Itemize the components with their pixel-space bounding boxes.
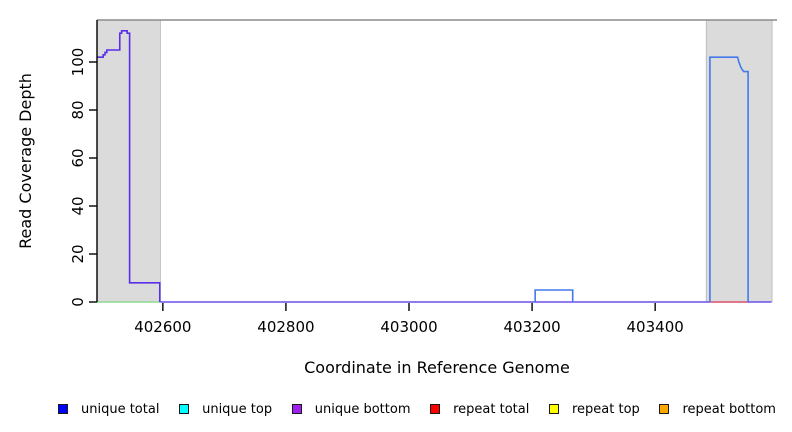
series-unique-coverage-right bbox=[709, 56, 749, 302]
y-tick-label: 0 bbox=[69, 297, 87, 307]
flank-regions bbox=[96, 19, 773, 303]
legend-swatch-repeat-top bbox=[549, 404, 559, 414]
x-tick-label: 403200 bbox=[503, 318, 560, 336]
legend-swatch-unique-total bbox=[58, 404, 68, 414]
legend-item-repeat-bottom: repeat bottom bbox=[659, 402, 776, 417]
flank-region-left-flank bbox=[96, 19, 161, 303]
chart-legend: unique total unique top unique bottom repea… bbox=[0, 394, 792, 424]
legend-label: repeat top bbox=[572, 401, 640, 417]
legend-item-unique-total: unique total bbox=[58, 402, 159, 417]
legend-item-unique-top: unique top bbox=[179, 402, 272, 417]
axes: 0 20 40 60 80 100 402600 402800 403000 403200 4034… bbox=[69, 19, 777, 336]
x-tick-label: 403000 bbox=[380, 318, 437, 336]
legend-swatch-unique-top bbox=[179, 404, 190, 414]
legend-swatch-repeat-total bbox=[430, 404, 441, 414]
legend-item-unique-bottom: unique bottom bbox=[291, 401, 411, 417]
data-series bbox=[97, 29, 772, 303]
legend-label: repeat bottom bbox=[682, 401, 776, 417]
x-axis-title: Coordinate in Reference Genome bbox=[304, 358, 570, 377]
legend-label: unique bottom bbox=[314, 401, 411, 417]
y-tick-label: 60 bbox=[69, 148, 87, 167]
x-tick-label: 403400 bbox=[627, 318, 684, 336]
y-tick-label: 80 bbox=[69, 100, 87, 119]
series-unique-coverage-right bbox=[534, 289, 574, 302]
x-tick-label: 402600 bbox=[134, 318, 191, 336]
legend-item-repeat-top: repeat top bbox=[549, 402, 640, 417]
y-tick-label: 20 bbox=[69, 244, 87, 263]
chart-canvas: 0 20 40 60 80 100 402600 402800 403000 403200 4034… bbox=[16, 19, 777, 377]
legend-item-repeat-total: repeat total bbox=[430, 402, 529, 417]
y-axis-title: Read Coverage Depth bbox=[16, 73, 35, 249]
legend-label: unique top bbox=[202, 401, 273, 417]
flank-region-right-flank bbox=[705, 19, 773, 303]
legend-swatch-repeat-bottom bbox=[659, 404, 670, 414]
x-tick-label: 402800 bbox=[257, 318, 314, 336]
series-unique-coverage-left-flank bbox=[97, 29, 161, 302]
y-tick-label: 40 bbox=[69, 196, 87, 215]
legend-swatch-unique-bottom bbox=[291, 404, 302, 414]
legend-label: unique total bbox=[81, 401, 160, 417]
y-tick-label: 100 bbox=[69, 48, 87, 77]
legend-label: repeat total bbox=[453, 401, 530, 417]
